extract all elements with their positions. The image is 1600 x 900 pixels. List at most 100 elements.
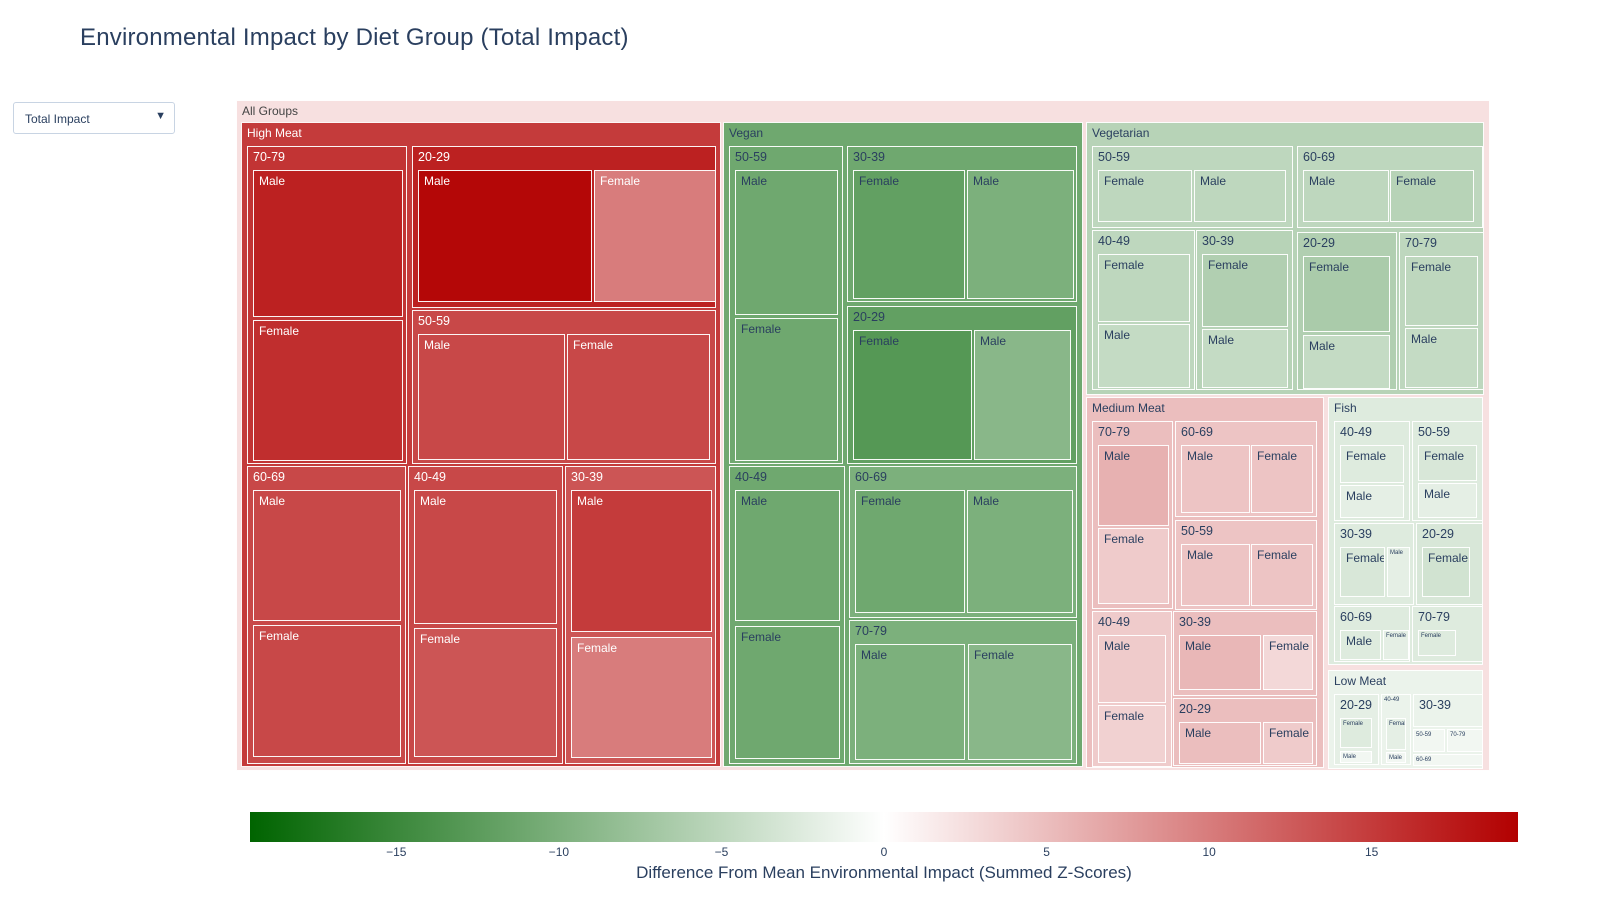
treemap-leaf-fish-40-49-female[interactable]: Female [1340, 445, 1404, 483]
treemap-leaf-high-meat-20-29-female[interactable]: Female [594, 170, 716, 302]
treemap-leaf-fish-20-29-female[interactable]: Female [1422, 547, 1470, 597]
treemap-leaf-high-meat-70-79-female[interactable]: Female [253, 320, 403, 461]
treemap-leaf-vegan-50-59-female[interactable]: Female [735, 318, 838, 461]
treemap-leaf-vegan-70-79-female[interactable]: Female [968, 644, 1072, 760]
treemap-age-vegan-70-79-label: 70-79 [855, 624, 887, 638]
treemap-leaf-vegetarian-40-49-male[interactable]: Male [1098, 324, 1190, 388]
treemap-leaf-vegetarian-70-79-male[interactable]: Male [1405, 328, 1478, 388]
treemap-age-low-meat-30-39[interactable]: 30-39 [1413, 694, 1483, 727]
treemap-leaf-vegan-40-49-female[interactable]: Female [735, 626, 840, 759]
treemap-leaf-medium-meat-20-29-male[interactable]: Male [1179, 722, 1261, 764]
treemap-age-low-meat-60-69[interactable]: 60-69 [1413, 754, 1483, 766]
treemap-age-low-meat-20-29-label: 20-29 [1340, 698, 1372, 712]
treemap-leaf-vegetarian-20-29-female[interactable]: Female [1303, 256, 1390, 332]
treemap-age-low-meat-30-39-label: 30-39 [1419, 698, 1451, 712]
chevron-down-icon: ▼ [155, 110, 166, 122]
treemap-leaf-low-meat-20-29-male-label: Male [1343, 754, 1357, 760]
treemap-leaf-vegetarian-50-59-female-label: Female [1104, 174, 1145, 188]
treemap-leaf-high-meat-20-29-male[interactable]: Male [418, 170, 592, 302]
treemap-age-medium-meat-30-39-label: 30-39 [1179, 615, 1211, 629]
treemap-age-low-meat-50-59[interactable]: 50-59 [1413, 729, 1445, 752]
treemap-leaf-medium-meat-30-39-male[interactable]: Male [1179, 635, 1261, 690]
treemap-leaf-vegan-60-69-male-label: Male [973, 494, 1000, 508]
treemap-leaf-vegetarian-60-69-female[interactable]: Female [1390, 170, 1474, 222]
treemap-leaf-high-meat-30-39-female[interactable]: Female [571, 637, 712, 758]
treemap-leaf-medium-meat-50-59-male[interactable]: Male [1181, 544, 1250, 606]
treemap-leaf-vegan-40-49-male-label: Male [741, 494, 768, 508]
treemap-leaf-fish-60-69-female[interactable]: Female [1383, 630, 1409, 660]
treemap-leaf-medium-meat-60-69-female-label: Female [1257, 449, 1298, 463]
treemap-age-vegan-40-49-label: 40-49 [735, 470, 767, 484]
treemap-leaf-vegetarian-60-69-male[interactable]: Male [1303, 170, 1389, 222]
treemap-leaf-medium-meat-60-69-male[interactable]: Male [1181, 445, 1250, 513]
treemap-leaf-low-meat-40-49-female-label: Female [1389, 721, 1405, 727]
treemap-leaf-fish-70-79-female[interactable]: Female [1418, 630, 1456, 656]
treemap-age-medium-meat-60-69-label: 60-69 [1181, 425, 1213, 439]
treemap-leaf-vegan-40-49-male[interactable]: Male [735, 490, 840, 621]
treemap-leaf-vegan-60-69-female[interactable]: Female [855, 490, 965, 613]
treemap-leaf-low-meat-20-29-female[interactable]: Female [1340, 718, 1372, 748]
treemap-leaf-vegan-20-29-female[interactable]: Female [853, 330, 972, 460]
treemap-leaf-vegan-30-39-male[interactable]: Male [967, 170, 1074, 299]
treemap-leaf-medium-meat-70-79-female[interactable]: Female [1098, 528, 1169, 604]
treemap-leaf-vegan-50-59-female-label: Female [741, 322, 782, 336]
treemap-leaf-vegetarian-20-29-male[interactable]: Male [1303, 335, 1390, 389]
treemap-leaf-fish-30-39-female[interactable]: Female [1340, 547, 1385, 597]
treemap-leaf-low-meat-20-29-male[interactable]: Male [1340, 751, 1372, 763]
treemap-leaf-low-meat-40-49-female[interactable]: Female [1386, 718, 1406, 750]
treemap-leaf-medium-meat-30-39-female[interactable]: Female [1263, 635, 1313, 690]
treemap-leaf-vegan-70-79-male[interactable]: Male [855, 644, 965, 760]
treemap-leaf-fish-50-59-male[interactable]: Male [1418, 483, 1477, 518]
treemap-leaf-vegetarian-70-79-female[interactable]: Female [1405, 256, 1478, 326]
treemap-leaf-fish-50-59-female[interactable]: Female [1418, 445, 1477, 481]
treemap-leaf-vegan-20-29-female-label: Female [859, 334, 900, 348]
treemap-leaf-high-meat-20-29-male-label: Male [424, 174, 451, 188]
treemap-leaf-medium-meat-20-29-female[interactable]: Female [1263, 722, 1313, 764]
treemap-age-vegetarian-20-29-label: 20-29 [1303, 236, 1335, 250]
treemap-age-high-meat-70-79-label: 70-79 [253, 150, 285, 164]
treemap-leaf-high-meat-50-59-male-label: Male [424, 338, 451, 352]
treemap-age-vegan-20-29-label: 20-29 [853, 310, 885, 324]
treemap-leaf-fish-30-39-male[interactable]: Male [1387, 547, 1410, 597]
treemap-leaf-medium-meat-40-49-female[interactable]: Female [1098, 705, 1166, 763]
treemap-age-vegetarian-60-69-label: 60-69 [1303, 150, 1335, 164]
treemap-leaf-medium-meat-40-49-male-label: Male [1104, 639, 1131, 653]
treemap-leaf-high-meat-70-79-male[interactable]: Male [253, 170, 403, 317]
treemap-leaf-low-meat-40-49-male[interactable]: Male [1386, 752, 1406, 763]
treemap-leaf-vegetarian-40-49-female-label: Female [1104, 258, 1145, 272]
treemap-leaf-vegetarian-30-39-male[interactable]: Male [1202, 329, 1288, 388]
treemap-leaf-high-meat-60-69-female[interactable]: Female [253, 625, 401, 757]
treemap-leaf-medium-meat-40-49-male[interactable]: Male [1098, 635, 1166, 703]
treemap-leaf-high-meat-40-49-male[interactable]: Male [414, 490, 557, 624]
treemap-leaf-vegan-60-69-male[interactable]: Male [967, 490, 1073, 613]
treemap-leaf-high-meat-50-59-female-label: Female [573, 338, 614, 352]
treemap-leaf-vegetarian-30-39-female[interactable]: Female [1202, 254, 1288, 327]
treemap-leaf-high-meat-30-39-male[interactable]: Male [571, 490, 712, 632]
treemap-leaf-medium-meat-50-59-male-label: Male [1187, 548, 1214, 562]
metric-dropdown[interactable]: Total Impact ▼ [13, 102, 175, 134]
treemap-leaf-vegetarian-40-49-female[interactable]: Female [1098, 254, 1190, 322]
treemap-leaf-fish-40-49-male[interactable]: Male [1340, 485, 1404, 518]
treemap-leaf-medium-meat-70-79-male[interactable]: Male [1098, 445, 1169, 526]
treemap-leaf-vegetarian-50-59-male[interactable]: Male [1194, 170, 1286, 222]
treemap-leaf-low-meat-20-29-female-label: Female [1343, 721, 1364, 727]
treemap-leaf-high-meat-40-49-female[interactable]: Female [414, 628, 557, 757]
treemap-leaf-medium-meat-50-59-female[interactable]: Female [1251, 544, 1313, 606]
treemap-leaf-medium-meat-60-69-female[interactable]: Female [1251, 445, 1313, 513]
treemap-leaf-fish-60-69-male[interactable]: Male [1340, 630, 1381, 660]
treemap-age-fish-40-49-label: 40-49 [1340, 425, 1372, 439]
treemap-leaf-vegetarian-50-59-female[interactable]: Female [1098, 170, 1192, 222]
treemap-leaf-vegan-30-39-female[interactable]: Female [853, 170, 965, 299]
treemap-age-low-meat-70-79[interactable]: 70-79 [1447, 729, 1483, 752]
colorbar-tick-label: 0 [880, 845, 888, 859]
treemap-leaf-high-meat-30-39-female-label: Female [577, 641, 618, 655]
treemap-leaf-vegan-20-29-male[interactable]: Male [974, 330, 1071, 460]
treemap-leaf-vegan-50-59-male[interactable]: Male [735, 170, 838, 315]
treemap-leaf-high-meat-50-59-female[interactable]: Female [567, 334, 710, 460]
treemap-leaf-medium-meat-40-49-female-label: Female [1104, 709, 1145, 723]
treemap-age-vegan-60-69-label: 60-69 [855, 470, 887, 484]
treemap-group-high-meat-label: High Meat [247, 126, 302, 140]
treemap-leaf-high-meat-50-59-male[interactable]: Male [418, 334, 565, 460]
treemap-leaf-high-meat-60-69-male[interactable]: Male [253, 490, 401, 621]
colorbar-tick-label: −10 [548, 845, 570, 859]
